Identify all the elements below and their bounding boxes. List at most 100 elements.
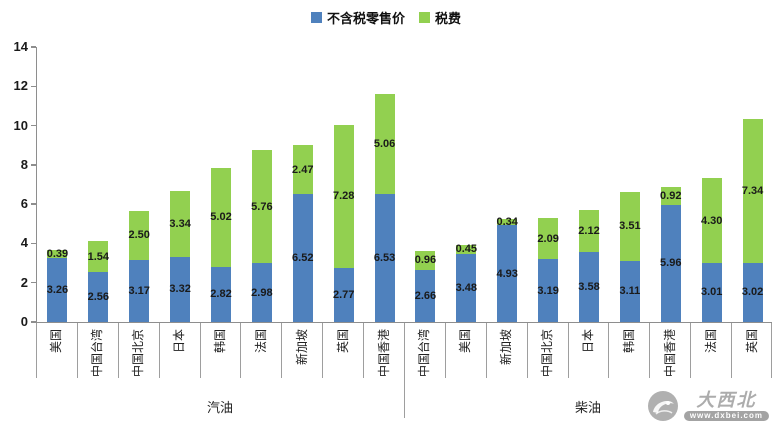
bar-value-label-price: 5.96 xyxy=(660,257,682,270)
y-tick-label: 12 xyxy=(13,78,28,94)
bar-value-label-price: 3.01 xyxy=(700,286,723,299)
bar-value-label-tax: 7.28 xyxy=(332,190,355,203)
category-separator xyxy=(485,323,487,378)
bar-value-label-tax: 5.76 xyxy=(251,200,273,213)
bar-segment-tax xyxy=(292,145,313,194)
plot-area: 3.26 0.39 2.56 1.54 3.17 2.50 3.32 3.34 2.82 5.02… xyxy=(36,47,772,323)
y-tick-mark xyxy=(31,242,36,245)
bar-value-label-tax: 0.96 xyxy=(414,254,437,267)
bar-value-label-tax: 2.12 xyxy=(578,224,600,237)
bar-value-label-price: 3.32 xyxy=(169,283,191,296)
bar-value-label-tax: 0.45 xyxy=(455,243,478,256)
bar-segment-tax xyxy=(579,210,599,252)
bar-value-label-price: 3.11 xyxy=(619,285,641,298)
bar-segment-tax xyxy=(742,118,763,263)
y-tick-label: 14 xyxy=(13,39,28,54)
bar-segment-tax xyxy=(701,178,722,263)
y-tick-mark xyxy=(31,164,36,166)
axis-edge-line xyxy=(36,323,37,378)
dxbei-logo-icon xyxy=(647,391,678,421)
watermark: 大西北 www.dxbei.com xyxy=(646,389,769,423)
x-category-label: 日本 xyxy=(581,329,595,354)
y-tick-label: 0 xyxy=(20,314,28,329)
bar-segment-price xyxy=(538,259,559,322)
y-tick-mark xyxy=(31,281,36,284)
bar-segment-price xyxy=(415,269,436,322)
bar-value-label-tax: 0.39 xyxy=(46,248,69,261)
bar-value-label-tax: 4.30 xyxy=(700,214,723,227)
x-category-label: 中国台湾 xyxy=(417,329,432,378)
bar-segment-price xyxy=(497,225,518,322)
bar-segment-tax xyxy=(497,218,518,226)
bar-segment-tax xyxy=(619,191,640,261)
bar-value-label-price: 3.26 xyxy=(46,283,69,296)
category-separator xyxy=(731,323,733,378)
bar-value-label-tax: 1.54 xyxy=(87,250,110,263)
y-tick-mark xyxy=(31,124,36,127)
bar-segment-tax xyxy=(660,186,681,205)
bar-value-label-price: 3.58 xyxy=(578,280,600,293)
bar-segment-price xyxy=(47,257,68,322)
category-separator xyxy=(608,323,610,378)
bar-value-label-tax: 3.51 xyxy=(619,220,641,233)
bar-value-label-tax: 0.92 xyxy=(660,189,682,202)
bar-segment-price xyxy=(292,193,313,322)
category-separator xyxy=(567,323,569,378)
bar-value-label-price: 2.82 xyxy=(210,288,232,301)
bar-value-label-tax: 0.34 xyxy=(496,215,518,228)
bar-segment-tax xyxy=(47,250,68,258)
bar-value-label-tax: 3.34 xyxy=(169,217,191,230)
bar-segment-tax xyxy=(456,244,477,254)
bar-value-label-price: 3.17 xyxy=(128,284,150,297)
bar-segment-tax xyxy=(251,150,272,264)
y-tick-mark xyxy=(31,203,36,205)
x-category-label: 日本 xyxy=(172,329,187,354)
y-tick-mark xyxy=(31,46,36,48)
bar-segment-price xyxy=(129,259,150,322)
watermark-url: www.dxbei.com xyxy=(683,411,769,421)
x-axis-area: 汽油 柴油 美国 中国台湾 中国北京 日本 韩国 法国 新加坡 英国 中国香港 中国台湾 美国 新加坡… xyxy=(36,323,772,425)
category-separator xyxy=(649,323,651,378)
bar-value-label-tax: 2.47 xyxy=(292,163,314,176)
group-label-diesel: 柴油 xyxy=(574,400,601,415)
category-separator xyxy=(199,323,201,378)
bar-value-label-price: 2.77 xyxy=(332,288,355,301)
bar-segment-tax xyxy=(211,168,231,267)
bar-segment-price xyxy=(742,262,763,322)
bar-segment-tax xyxy=(129,210,150,260)
bar-segment-tax xyxy=(170,191,191,257)
legend: 不含税零售价 税费 xyxy=(0,8,772,27)
bar-value-label-price: 6.53 xyxy=(373,251,396,264)
legend-item-price: 不含税零售价 xyxy=(310,8,405,27)
bar-segment-tax xyxy=(88,241,109,272)
y-tick-label: 6 xyxy=(20,196,28,212)
bar-value-label-price: 2.66 xyxy=(414,289,437,302)
bar-segment-tax xyxy=(333,124,354,268)
bar-value-label-price: 2.56 xyxy=(87,290,110,303)
legend-swatch-price-icon xyxy=(310,12,322,23)
y-tick-label: 4 xyxy=(20,235,28,251)
bar-segment-price xyxy=(619,260,640,322)
x-category-label: 英国 xyxy=(335,329,350,354)
bar-segment-tax xyxy=(374,94,395,194)
bar-segment-price xyxy=(251,263,272,322)
category-separator xyxy=(240,323,242,378)
x-category-label: 美国 xyxy=(49,329,64,354)
category-separator xyxy=(444,323,446,378)
bar-value-label-price: 2.98 xyxy=(251,286,273,299)
x-category-label: 中国北京 xyxy=(131,329,146,378)
category-separator xyxy=(117,323,119,378)
bar-segment-price xyxy=(456,253,477,322)
bar-value-label-tax: 5.06 xyxy=(373,138,396,151)
bar-value-label-price: 6.52 xyxy=(292,251,314,264)
x-category-label: 新加坡 xyxy=(499,329,514,366)
bar-value-label-tax: 2.09 xyxy=(537,232,559,245)
y-tick-mark xyxy=(31,321,36,323)
bar-segment-price xyxy=(701,262,722,322)
y-tick-mark xyxy=(31,85,36,88)
legend-label-price: 不含税零售价 xyxy=(326,11,405,26)
x-category-label: 中国北京 xyxy=(540,329,555,378)
bar-value-label-price: 4.93 xyxy=(496,267,518,280)
bar-segment-price xyxy=(333,267,354,322)
